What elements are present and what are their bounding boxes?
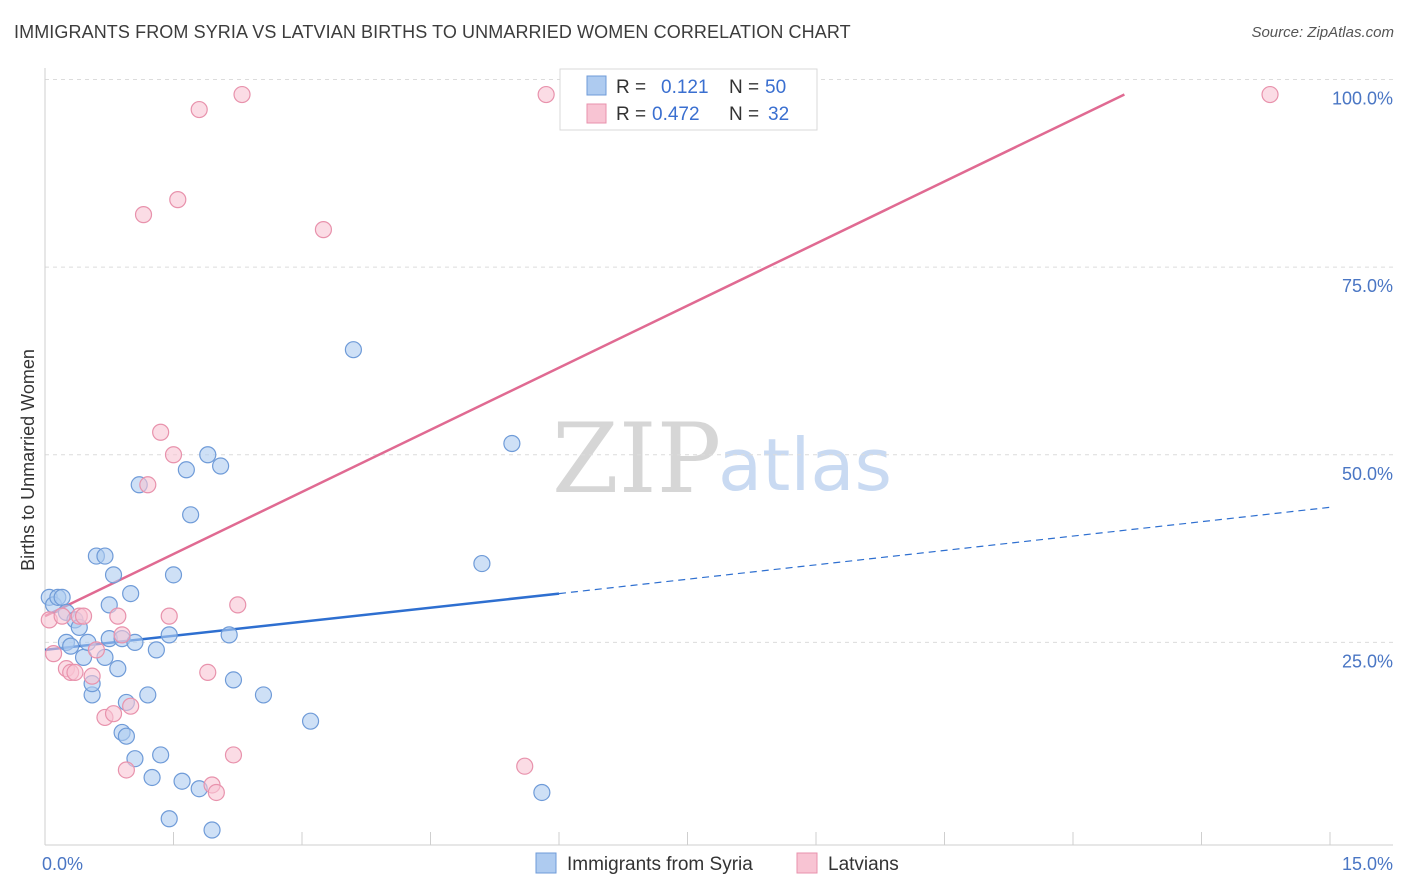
x-tick-label-max: 15.0% <box>1342 854 1393 874</box>
trendlines <box>44 93 1331 652</box>
point-syria-14 <box>96 547 114 565</box>
point-latvians-14 <box>117 761 135 779</box>
legend-r-label-syria: R = <box>616 77 646 98</box>
point-syria-32 <box>160 810 178 828</box>
watermark-zip: ZIP <box>552 403 721 515</box>
point-latvians-11 <box>104 705 123 723</box>
point-latvians-12 <box>109 607 127 625</box>
legend-n-label-latvians: N = <box>729 104 759 125</box>
bottom-legend-swatch-syria <box>535 852 557 874</box>
point-latvians-9 <box>87 641 106 659</box>
point-latvians-2 <box>53 607 71 625</box>
point-syria-28 <box>139 686 157 704</box>
y-axis-label: Births to Unmarried Women <box>18 349 38 571</box>
point-syria-30 <box>147 641 165 659</box>
point-latvians-13 <box>113 626 131 644</box>
legend-n-value-latvians: 32 <box>768 104 789 125</box>
point-latvians-18 <box>152 423 170 441</box>
point-syria-19 <box>109 660 127 678</box>
point-syria-24 <box>122 585 140 603</box>
point-latvians-29 <box>314 221 333 239</box>
y-tick-label-75: 75.0% <box>1342 276 1393 296</box>
legend-swatch-syria <box>586 75 607 96</box>
axes: 25.0% 50.0% 75.0% 100.0% 0.0% 15.0% <box>42 68 1393 874</box>
point-syria-45 <box>301 712 320 730</box>
point-latvians-7 <box>74 607 93 625</box>
point-latvians-32 <box>1261 85 1279 104</box>
y-tick-label-50: 50.0% <box>1342 464 1393 484</box>
point-latvians-31 <box>537 85 555 104</box>
x-tick-label-min: 0.0% <box>42 854 83 874</box>
grid <box>45 79 1395 643</box>
trendline-latvians <box>44 93 1125 618</box>
y-tick-label-25: 25.0% <box>1342 651 1393 671</box>
legend-n-value-syria: 50 <box>765 77 786 98</box>
point-syria-49 <box>533 783 551 802</box>
legend-r-label-latvians: R = <box>616 104 646 125</box>
legend-n-label-syria: N = <box>729 77 759 98</box>
point-syria-6 <box>62 637 80 655</box>
source-label: Source: ZipAtlas.com <box>1251 24 1394 41</box>
point-syria-37 <box>182 506 200 524</box>
point-syria-40 <box>203 821 221 839</box>
point-latvians-27 <box>229 596 247 614</box>
bottom-legend-swatch-latvians <box>796 852 818 874</box>
point-syria-48 <box>503 434 521 453</box>
point-latvians-19 <box>160 607 178 625</box>
bottom-legend-label-latvians: Latvians <box>828 854 899 875</box>
point-syria-29 <box>143 768 161 787</box>
point-syria-31 <box>152 746 170 764</box>
legend-swatch-latvians <box>586 103 607 124</box>
point-latvians-16 <box>134 206 153 224</box>
point-latvians-28 <box>233 85 251 104</box>
point-syria-46 <box>344 341 362 359</box>
point-syria-41 <box>212 457 230 475</box>
point-latvians-23 <box>199 663 217 682</box>
point-latvians-17 <box>139 476 157 494</box>
point-syria-18 <box>104 566 123 584</box>
point-syria-44 <box>254 686 273 704</box>
point-syria-34 <box>164 566 183 584</box>
y-tick-label-100: 100.0% <box>1332 89 1393 109</box>
point-syria-33 <box>160 626 178 644</box>
point-latvians-30 <box>516 757 534 775</box>
point-latvians-22 <box>190 100 208 119</box>
point-latvians-1 <box>44 645 63 663</box>
data-points <box>40 85 1279 839</box>
chart-title: IMMIGRANTS FROM SYRIA VS LATVIAN BIRTHS … <box>14 22 851 42</box>
point-latvians-8 <box>83 667 101 685</box>
point-latvians-25 <box>207 783 225 802</box>
bottom-legend: Immigrants from Syria Latvians <box>535 852 899 875</box>
watermark-atlas: atlas <box>718 423 892 507</box>
point-syria-47 <box>473 554 491 573</box>
trendline-syria-projection <box>558 506 1331 595</box>
bottom-legend-label-syria: Immigrants from Syria <box>567 854 753 875</box>
point-syria-3 <box>53 588 71 606</box>
point-latvians-20 <box>164 446 183 464</box>
point-latvians-5 <box>66 663 84 682</box>
point-latvians-21 <box>169 191 187 209</box>
point-syria-35 <box>173 772 191 790</box>
point-syria-42 <box>220 626 238 644</box>
point-latvians-26 <box>224 746 243 764</box>
point-syria-25 <box>126 633 144 651</box>
legend: R = 0.121 N = 50 R = 0.472 N = 32 <box>559 68 818 131</box>
point-syria-43 <box>224 671 243 689</box>
legend-r-value-latvians: 0.472 <box>652 104 700 125</box>
legend-r-value-syria: 0.121 <box>661 77 709 98</box>
point-latvians-15 <box>122 697 140 715</box>
point-syria-39 <box>199 446 217 464</box>
point-syria-22 <box>117 727 135 745</box>
point-syria-36 <box>177 461 195 479</box>
